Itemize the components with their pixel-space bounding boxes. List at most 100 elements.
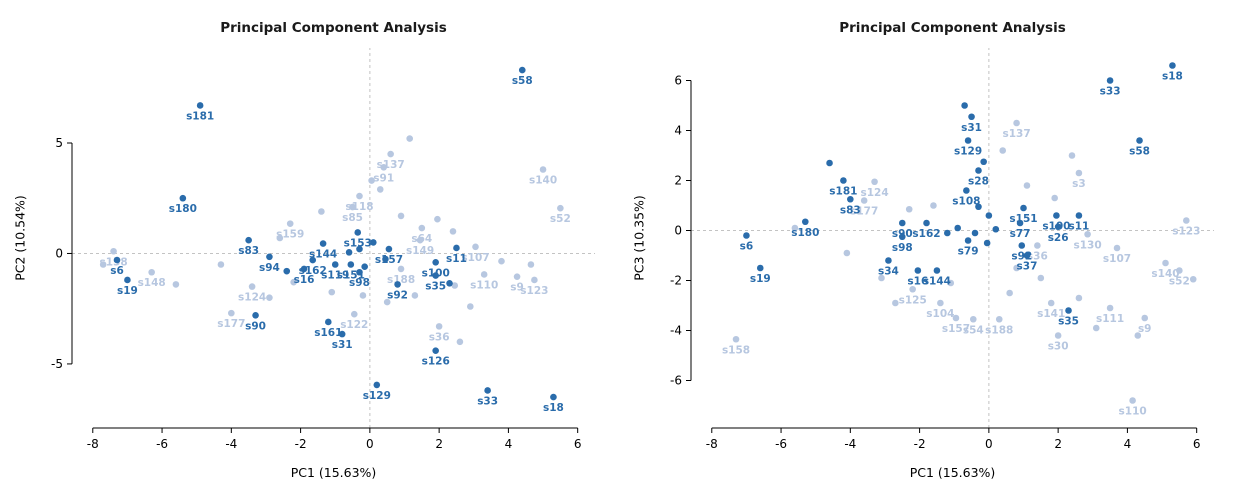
data-point-s104 <box>937 299 944 307</box>
y-tick-label: -4 <box>670 324 682 338</box>
data-point <box>971 229 979 237</box>
point-label-s126: s126 <box>422 356 450 368</box>
point-label-s11: s11 <box>1068 221 1089 233</box>
data-point-s149 <box>416 236 424 244</box>
point-label-s54: s54 <box>963 324 984 336</box>
point-label-s18: s18 <box>543 402 564 414</box>
data-point <box>878 274 885 282</box>
data-point-s159 <box>286 220 294 227</box>
pca-scatter-pc1-pc3: -8 -6 -4 -2 0 2 4 6 -6 -4 -2 0 2 4 6 s137 s124 s177 s3 s123… <box>670 48 1214 451</box>
point-label-s129: s129 <box>363 390 391 402</box>
x-axis-label: PC1 (15.63%) <box>909 465 996 480</box>
data-point-s37 <box>1023 252 1031 259</box>
point-label-s140: s140 <box>529 175 557 187</box>
point-label-s52: s52 <box>550 213 571 225</box>
point-label-s104: s104 <box>926 308 954 320</box>
data-point-s129 <box>964 137 972 144</box>
point-label-s110: s110 <box>1119 406 1147 418</box>
point-label-s83: s83 <box>840 204 861 216</box>
point-label-s36: s36 <box>429 331 450 343</box>
data-point-s58 <box>1136 137 1143 144</box>
data-point-s92 <box>1018 242 1026 249</box>
point-label-s149: s149 <box>406 245 434 257</box>
data-point <box>217 261 225 268</box>
point-label-s77: s77 <box>1010 228 1031 240</box>
point-label-s83: s83 <box>238 245 259 257</box>
point-label-s30: s30 <box>1048 341 1069 353</box>
pca-chart-pc1-pc3: Principal Component Analysis -8 -6 -4 -2 0 2 4… <box>619 0 1238 500</box>
point-label-s137: s137 <box>1002 128 1030 140</box>
data-point <box>985 212 993 219</box>
point-label-s130: s130 <box>1073 239 1101 251</box>
data-point-s28 <box>975 167 982 174</box>
data-point-s18 <box>550 393 557 401</box>
data-point-s90 <box>898 219 906 227</box>
data-point <box>99 261 107 268</box>
data-point-s31 <box>968 113 975 121</box>
point-label-s85: s85 <box>342 212 363 224</box>
data-point-s180 <box>801 218 809 226</box>
point-label-s100: s100 <box>422 267 450 279</box>
data-point-s151 <box>347 261 355 268</box>
data-point <box>397 212 405 220</box>
data-point-s181 <box>840 177 847 184</box>
data-point-s54 <box>969 315 977 323</box>
data-point-s126 <box>432 347 439 354</box>
y-tick-label: -6 <box>670 374 682 388</box>
point-label-s159: s159 <box>276 229 304 241</box>
x-tick-label: -8 <box>706 437 718 451</box>
data-point-s110 <box>1129 397 1136 404</box>
data-point-s123 <box>1182 217 1190 224</box>
data-point <box>359 292 367 299</box>
point-label-s144: s144 <box>923 276 951 288</box>
data-point-s107 <box>1113 244 1121 252</box>
data-point-s144 <box>319 240 327 247</box>
data-point <box>1068 152 1076 159</box>
data-point <box>283 267 291 275</box>
data-point-s181 <box>196 102 204 109</box>
data-point-s92 <box>394 281 401 288</box>
chart-title: Principal Component Analysis <box>839 20 1066 36</box>
point-label-s180: s180 <box>169 203 197 215</box>
data-point <box>527 261 535 268</box>
point-label-s177: s177 <box>850 206 878 218</box>
point-label-s151: s151 <box>1009 213 1037 225</box>
data-point <box>376 186 384 193</box>
point-label-s19: s19 <box>117 285 138 297</box>
data-point <box>456 338 464 346</box>
point-label-s19: s19 <box>750 273 771 285</box>
data-point-s26 <box>1054 223 1062 231</box>
data-point-s36 <box>1034 242 1041 249</box>
point-label-s58: s58 <box>512 75 533 87</box>
point-label-s157: s157 <box>942 323 970 335</box>
data-point <box>266 294 273 301</box>
data-point-s35 <box>432 272 439 279</box>
data-point-s125 <box>909 285 916 293</box>
x-tick-label: 2 <box>1054 437 1062 451</box>
x-tick-label: 4 <box>1124 437 1132 451</box>
data-point-s19 <box>124 276 131 284</box>
data-point <box>467 303 474 310</box>
data-point-s83 <box>245 236 252 244</box>
data-point <box>172 281 180 288</box>
data-point <box>954 224 961 232</box>
y-tick-label: 0 <box>55 246 63 260</box>
point-label-s9: s9 <box>1138 323 1152 335</box>
data-point-s58 <box>518 66 526 74</box>
data-point-s77 <box>1016 219 1024 227</box>
data-point <box>992 225 1000 233</box>
data-point <box>1037 274 1045 282</box>
data-point-s158 <box>110 247 117 255</box>
data-point-s119 <box>331 261 339 268</box>
data-point <box>826 159 833 167</box>
point-label-s125: s125 <box>899 294 927 306</box>
x-tick-label: -4 <box>844 437 856 451</box>
data-point-s6 <box>743 232 750 239</box>
pca-chart-pc1-pc2: Principal Component Analysis -8 -6 -4 -2 0 2 4… <box>13 20 595 480</box>
data-point <box>406 135 413 142</box>
x-tick-label: 0 <box>366 437 374 451</box>
point-label-s35: s35 <box>1058 316 1079 328</box>
data-point-s98 <box>356 268 363 276</box>
